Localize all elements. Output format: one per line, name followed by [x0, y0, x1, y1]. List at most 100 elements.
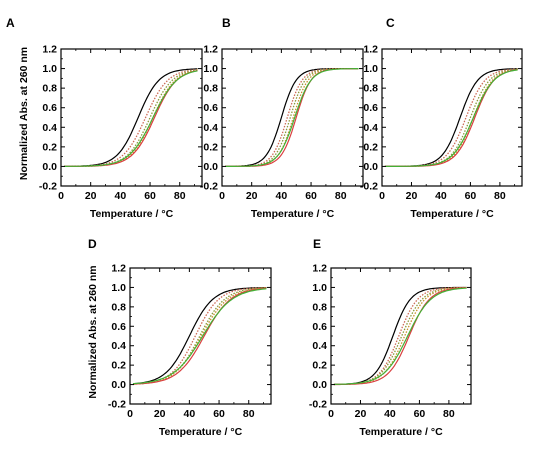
x-tick-label: 20 [406, 190, 418, 202]
data-series-2 [132, 287, 267, 385]
data-series-4 [225, 67, 359, 168]
panel-b: B -0.2 0.0 0.2 0.4 0.6 0.8 1.0 1.2 0 20 40 60 80Tempe… [200, 16, 364, 220]
x-tick-label: 80 [494, 190, 506, 202]
panel-e: E -0.2 0.0 0.2 0.4 0.6 0.8 1.0 1.2 0 20 40 60 80Tempe… [309, 237, 472, 438]
x-tick-label: 60 [305, 190, 317, 202]
panel-c: C -0.2 0.0 0.2 0.4 0.6 0.8 1.0 1.2 0 20 40 60 80Tempe… [360, 16, 523, 220]
y-tick-label: 0.2 [312, 360, 327, 372]
y-tick-label: 0.2 [203, 141, 218, 153]
data-series-3 [333, 286, 467, 386]
x-tick-label: 80 [335, 190, 347, 202]
y-tick-label: 0.6 [363, 102, 378, 114]
curves [63, 68, 198, 168]
data-series-5 [225, 67, 359, 167]
data-series-3 [384, 68, 518, 168]
x-tick-label: 20 [246, 190, 258, 202]
y-tick-label: 1.0 [203, 63, 218, 75]
data-series-2 [384, 68, 518, 168]
x-tick-label: 0 [328, 408, 334, 420]
panel-letter: E [313, 237, 321, 251]
y-tick-label: 0.8 [312, 301, 327, 313]
y-axis-label: Normalized Abs. at 260 nm [18, 47, 30, 180]
data-series-1 [384, 68, 518, 167]
panel-d: D -0.2 0.0 0.2 0.4 0.6 0.8 1.0 1.2 0 20 40 60 80Tempe… [87, 237, 272, 438]
x-tick-label: 0 [127, 408, 133, 420]
panel-letter: C [386, 16, 395, 30]
y-tick-label: 0.0 [203, 161, 218, 173]
x-tick-label: 0 [379, 190, 385, 202]
y-tick-label: 0.6 [111, 321, 126, 333]
y-tick-label: 0.6 [203, 102, 218, 114]
data-series-1 [132, 287, 267, 385]
data-series-1 [63, 68, 198, 167]
y-tick-label: 1.2 [363, 44, 378, 56]
x-tick-label: 20 [154, 408, 166, 420]
y-tick-label: 1.2 [203, 44, 218, 56]
y-tick-label: -0.2 [309, 399, 327, 411]
data-series-6 [64, 70, 198, 167]
data-series-4 [333, 287, 467, 386]
x-axis-label: Temperature / °C [359, 426, 443, 438]
y-tick-label: 0.8 [111, 301, 126, 313]
y-tick-label: 1.2 [111, 263, 126, 275]
x-tick-label: 40 [276, 190, 288, 202]
data-series-3 [64, 69, 198, 168]
y-tick-label: 0.0 [42, 161, 57, 173]
x-tick-label: 60 [144, 190, 156, 202]
y-tick-label: -0.2 [108, 399, 126, 411]
y-tick-label: 0.0 [111, 379, 126, 391]
y-axis-label: Normalized Abs. at 260 nm [87, 265, 99, 398]
y-tick-label: 0.6 [42, 102, 57, 114]
panel-letter: A [6, 16, 15, 30]
x-tick-label: 0 [219, 190, 225, 202]
curves [384, 68, 518, 168]
y-tick-label: 0.4 [312, 340, 327, 352]
x-tick-label: 60 [213, 408, 225, 420]
y-tick-label: 1.0 [312, 282, 327, 294]
data-series-6 [225, 67, 359, 167]
x-axis-label: Temperature / °C [251, 208, 335, 220]
y-tick-label: 1.2 [42, 44, 57, 56]
x-tick-label: 40 [115, 190, 127, 202]
data-series-6 [384, 69, 518, 167]
panel-letter: B [222, 16, 231, 30]
data-series-4 [132, 287, 267, 385]
data-series-2 [225, 67, 359, 168]
x-axis-label: Temperature / °C [410, 208, 494, 220]
x-tick-label: 60 [414, 408, 426, 420]
y-tick-label: 0.2 [42, 141, 57, 153]
x-tick-label: 80 [443, 408, 455, 420]
data-series-6 [132, 288, 267, 385]
data-series-4 [384, 68, 518, 168]
y-tick-label: -0.2 [39, 181, 57, 193]
x-tick-label: 80 [243, 408, 255, 420]
y-tick-label: 1.0 [42, 63, 57, 75]
y-tick-label: 0.8 [203, 83, 218, 95]
panel-a: A -0.2 0.0 0.2 0.4 0.6 0.8 1.0 1.2 0 20 40 60 80Tempe… [6, 16, 203, 220]
x-axis-label: Temperature / °C [159, 426, 243, 438]
y-tick-label: -0.2 [360, 181, 378, 193]
x-tick-label: 0 [58, 190, 64, 202]
y-tick-label: -0.2 [200, 181, 218, 193]
curves [333, 286, 467, 386]
x-axis-label: Temperature / °C [90, 208, 174, 220]
x-tick-label: 40 [184, 408, 196, 420]
y-tick-label: 1.0 [363, 63, 378, 75]
panel-letter: D [88, 237, 97, 251]
data-series-3 [132, 287, 267, 385]
y-tick-label: 0.0 [363, 161, 378, 173]
data-series-2 [64, 68, 198, 168]
data-series-5 [333, 287, 467, 386]
data-series-1 [333, 286, 467, 385]
data-series-5 [133, 287, 267, 385]
y-tick-label: 1.0 [111, 282, 126, 294]
x-tick-label: 40 [384, 408, 396, 420]
y-tick-label: 0.0 [312, 379, 327, 391]
y-tick-label: 0.4 [363, 122, 378, 134]
y-tick-label: 0.8 [363, 83, 378, 95]
curves [225, 67, 359, 168]
x-tick-label: 20 [355, 408, 367, 420]
x-tick-label: 40 [435, 190, 447, 202]
data-series-6 [333, 287, 467, 385]
